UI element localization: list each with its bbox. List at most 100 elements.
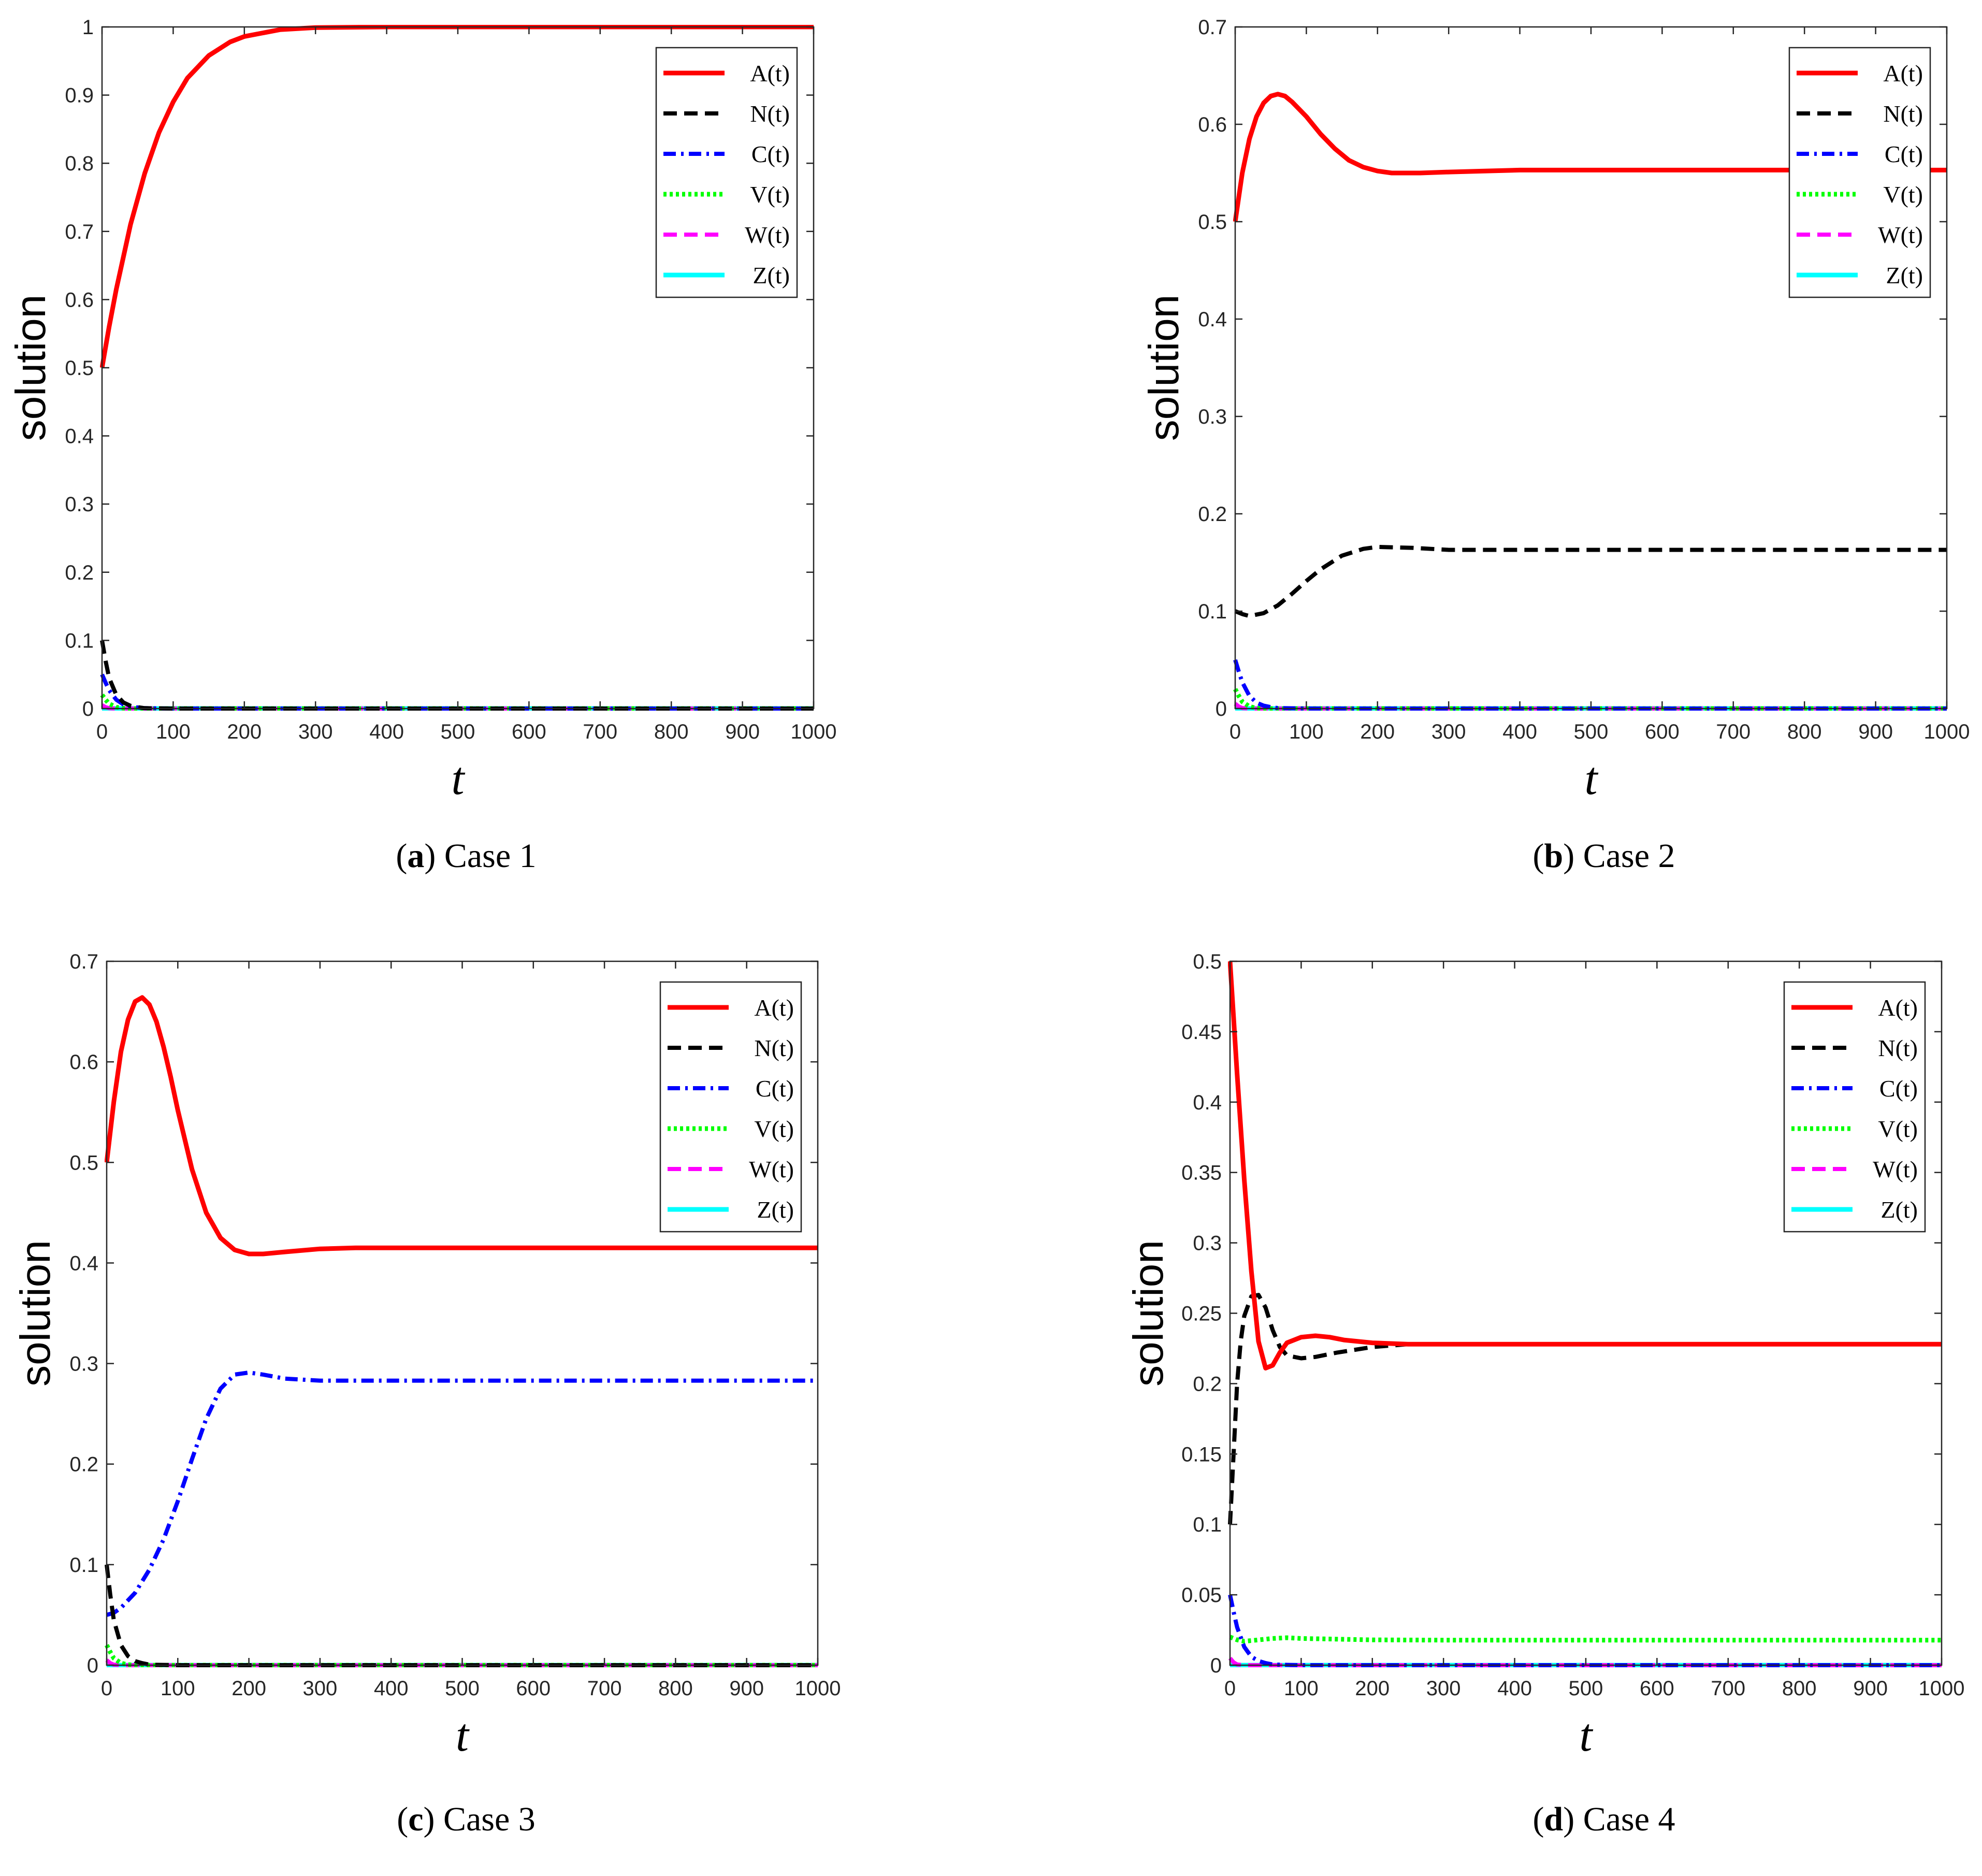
- x-tick-label: 800: [654, 720, 689, 743]
- x-axis-label: t: [1579, 1710, 1593, 1761]
- y-tick-label: 0.35: [1181, 1162, 1222, 1185]
- caption-d: (d) Case 4: [1532, 1800, 1675, 1838]
- x-axis-label: t: [456, 1710, 470, 1761]
- caption-letter: b: [1544, 837, 1564, 875]
- x-tick-label: 1000: [791, 720, 837, 743]
- legend: A(t) N(t) C(t) V(t) W(t) Z(t): [655, 47, 798, 298]
- caption-text: Case 2: [1574, 837, 1675, 875]
- y-tick-label: 0.6: [65, 288, 94, 311]
- legend-label: Z(t): [1880, 1196, 1918, 1223]
- x-tick-label: 100: [1289, 720, 1324, 743]
- x-tick-label: 600: [516, 1677, 551, 1700]
- y-tick-label: 0.5: [65, 357, 94, 380]
- series-line-nt: [100, 640, 814, 711]
- y-tick-label: 0.05: [1181, 1584, 1222, 1607]
- caption-letter: d: [1544, 1800, 1564, 1838]
- y-axis-label: solution: [1140, 295, 1188, 441]
- legend: A(t) N(t) C(t) V(t) W(t) Z(t): [1783, 981, 1926, 1233]
- x-tick-label: 900: [1858, 720, 1893, 743]
- y-tick-label: 0.4: [69, 1252, 98, 1275]
- y-tick-label: 0.2: [69, 1453, 98, 1476]
- x-tick-label: 300: [303, 1677, 338, 1700]
- y-tick-label: 0.2: [65, 561, 94, 584]
- x-tick-label: 1000: [1919, 1677, 1965, 1700]
- caption-c: (c) Case 3: [397, 1800, 536, 1838]
- y-tick-label: 0.1: [1198, 600, 1227, 623]
- caption-a: (a) Case 1: [396, 837, 537, 875]
- x-tick-label: 900: [729, 1677, 764, 1700]
- x-tick-label: 0: [1224, 1677, 1236, 1700]
- legend-label: C(t): [751, 141, 790, 167]
- chart-panel-b: 0 100 200 300 400 500 600 700 800 900 1000 0 0.1 0.2 0…: [1140, 16, 1970, 804]
- series-line-nt: [1234, 544, 1947, 618]
- y-tick-label: 0.6: [69, 1051, 98, 1074]
- legend-label: C(t): [1879, 1075, 1918, 1102]
- x-axis-label: t: [451, 753, 465, 804]
- x-tick-label: 0: [1229, 720, 1241, 743]
- x-tick-label: 700: [587, 1677, 622, 1700]
- x-tick-label: 400: [1502, 720, 1537, 743]
- legend: A(t) N(t) C(t) V(t) W(t) Z(t): [659, 981, 802, 1233]
- legend-label: C(t): [756, 1075, 794, 1102]
- legend: A(t) N(t) C(t) V(t) W(t) Z(t): [1788, 47, 1931, 298]
- y-tick-label: 0.5: [1198, 211, 1227, 234]
- x-tick-label: 500: [445, 1677, 480, 1700]
- x-tick-label: 300: [298, 720, 333, 743]
- legend-label: A(t): [754, 994, 794, 1021]
- y-axis-label: solution: [7, 295, 54, 441]
- caption-letter: a: [407, 837, 425, 875]
- legend-label: N(t): [1878, 1035, 1918, 1061]
- caption-b: (b) Case 2: [1532, 837, 1675, 875]
- legend-label: N(t): [1883, 100, 1923, 127]
- y-tick-label: 0.25: [1181, 1303, 1222, 1325]
- legend-box: [659, 981, 802, 1233]
- y-tick-label: 0.6: [1198, 113, 1227, 136]
- y-tick-label: 0.8: [65, 152, 94, 175]
- y-tick-label: 0.2: [1193, 1373, 1222, 1395]
- legend-label: V(t): [750, 181, 790, 208]
- x-tick-label: 900: [1853, 1677, 1888, 1700]
- y-tick-label: 0.45: [1181, 1021, 1222, 1044]
- x-tick-label: 0: [101, 1677, 112, 1700]
- y-axis-label: solution: [1125, 1240, 1172, 1387]
- x-tick-label: 600: [1640, 1677, 1674, 1700]
- legend-box: [1783, 981, 1926, 1233]
- x-tick-label: 700: [1711, 1677, 1745, 1700]
- legend-label: Z(t): [753, 262, 790, 288]
- legend-label: N(t): [754, 1035, 794, 1061]
- y-tick-label: 0.4: [1198, 308, 1227, 331]
- legend-label: W(t): [1878, 222, 1923, 248]
- legend-box: [655, 47, 798, 298]
- y-tick-label: 0.1: [69, 1554, 98, 1577]
- series-line-at: [1233, 92, 1947, 222]
- y-tick-label: 1: [82, 16, 94, 39]
- legend-label: V(t): [1878, 1116, 1918, 1142]
- legend-label: N(t): [750, 100, 790, 127]
- y-tick-label: 0.3: [65, 493, 94, 516]
- y-tick-label: 0.7: [65, 221, 94, 243]
- y-tick-label: 0.3: [1193, 1232, 1222, 1255]
- x-tick-label: 0: [96, 720, 108, 743]
- y-tick-label: 0.4: [65, 425, 94, 448]
- x-tick-label: 100: [1284, 1677, 1319, 1700]
- legend-label: A(t): [1878, 994, 1918, 1021]
- x-tick-label: 200: [232, 1677, 266, 1700]
- legend-label: A(t): [750, 60, 790, 86]
- x-tick-label: 300: [1431, 720, 1466, 743]
- x-tick-label: 100: [156, 720, 191, 743]
- series-line-at: [105, 995, 818, 1257]
- x-tick-label: 700: [1716, 720, 1750, 743]
- legend-box: [1788, 47, 1931, 298]
- y-tick-label: 0.1: [65, 629, 94, 652]
- y-tick-label: 0.5: [1193, 950, 1222, 973]
- y-tick-label: 0: [1210, 1654, 1222, 1677]
- x-tick-label: 800: [1782, 1677, 1817, 1700]
- legend-label: V(t): [754, 1116, 794, 1142]
- y-tick-label: 0: [1216, 698, 1227, 720]
- y-tick-label: 0.2: [1198, 503, 1227, 526]
- y-tick-label: 0: [82, 698, 94, 720]
- legend-label: A(t): [1883, 60, 1923, 86]
- legend-label: W(t): [749, 1156, 794, 1182]
- y-axis-label: solution: [12, 1240, 59, 1387]
- x-axis-label: t: [1584, 753, 1598, 804]
